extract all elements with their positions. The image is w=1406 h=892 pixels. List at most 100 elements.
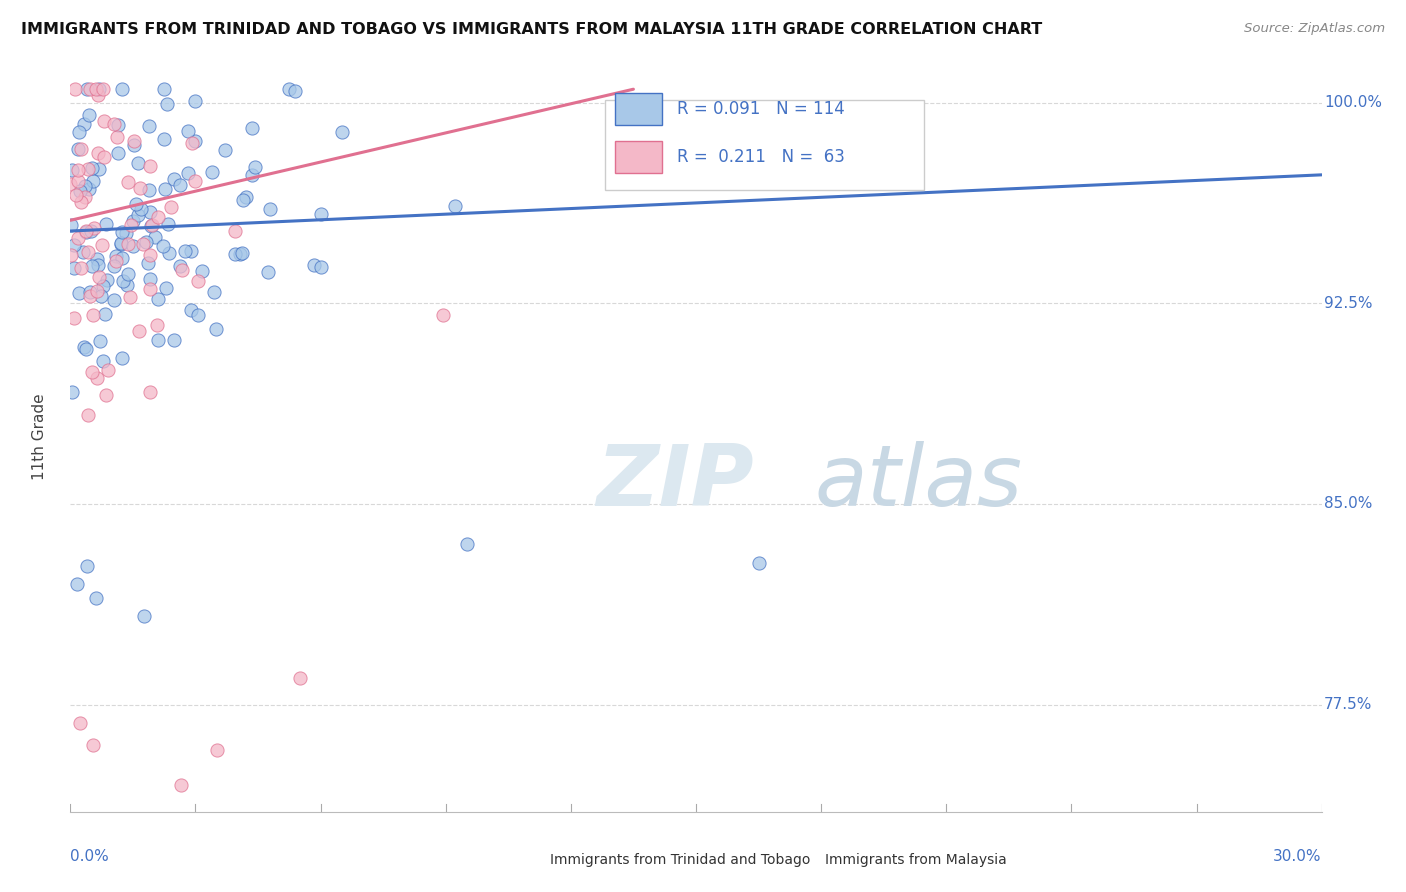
Point [79, 285, 101, 299]
Point [107, 118, 129, 132]
Point [180, 303, 202, 318]
Point [82, 308, 104, 322]
Point [63, 82, 86, 96]
Point [82, 259, 104, 273]
Point [146, 210, 169, 224]
Point [75, 342, 97, 356]
Point [73, 340, 96, 354]
Point [228, 247, 250, 261]
Point [138, 119, 160, 133]
Text: Source: ZipAtlas.com: Source: ZipAtlas.com [1244, 22, 1385, 36]
Point [284, 85, 307, 99]
Point [94, 388, 117, 402]
Point [111, 225, 134, 239]
Point [129, 202, 152, 216]
Point [76, 82, 98, 96]
Point [224, 247, 246, 261]
Point [157, 217, 180, 231]
Point [141, 218, 163, 232]
Point [157, 246, 180, 260]
Point [66, 231, 89, 245]
Point [79, 82, 101, 96]
Point [146, 293, 169, 307]
Point [135, 235, 157, 249]
Point [82, 738, 104, 752]
Point [73, 190, 96, 204]
Point [202, 285, 225, 300]
Point [67, 125, 90, 139]
Point [60, 384, 83, 399]
Point [748, 556, 770, 570]
Point [115, 277, 138, 292]
Point [94, 217, 117, 231]
Point [122, 214, 145, 228]
Point [91, 278, 114, 293]
Point [69, 142, 91, 156]
Point [73, 178, 96, 193]
Point [86, 371, 108, 385]
Point [111, 351, 134, 365]
Text: 11th Grade: 11th Grade [31, 393, 46, 481]
Point [87, 146, 110, 161]
Point [96, 273, 118, 287]
Point [76, 161, 98, 176]
Point [224, 224, 246, 238]
Point [163, 172, 186, 186]
Point [67, 162, 90, 177]
Point [111, 82, 134, 96]
Point [62, 237, 84, 252]
Text: 92.5%: 92.5% [1324, 296, 1372, 310]
Text: 100.0%: 100.0% [1324, 95, 1382, 110]
Point [117, 175, 139, 189]
Point [132, 236, 155, 251]
Point [67, 285, 90, 300]
Text: ZIP: ZIP [596, 441, 754, 524]
Point [125, 197, 148, 211]
Point [139, 272, 162, 286]
Point [240, 120, 263, 135]
Point [170, 263, 193, 277]
Point [86, 87, 108, 102]
Point [124, 137, 146, 152]
Point [59, 219, 82, 233]
Point [93, 150, 115, 164]
Text: 77.5%: 77.5% [1324, 698, 1372, 712]
Point [177, 124, 200, 138]
Point [66, 174, 89, 188]
Point [89, 334, 111, 348]
Point [77, 182, 100, 196]
Point [93, 307, 115, 321]
Point [76, 244, 98, 259]
Point [73, 117, 96, 131]
Point [63, 310, 86, 325]
Text: Immigrants from Malaysia: Immigrants from Malaysia [825, 853, 1007, 867]
Point [163, 334, 186, 348]
Point [184, 94, 207, 108]
Text: 0.0%: 0.0% [70, 849, 110, 864]
Point [127, 208, 149, 222]
Point [232, 193, 254, 207]
Point [205, 743, 228, 757]
Point [187, 274, 209, 288]
Point [152, 131, 174, 145]
Point [91, 354, 114, 368]
Point [79, 108, 101, 122]
Point [309, 260, 332, 275]
Text: R = 0.091   N = 114: R = 0.091 N = 114 [678, 100, 845, 118]
Point [76, 558, 98, 573]
Point [60, 163, 83, 178]
Point [205, 322, 228, 336]
Point [443, 199, 465, 213]
Point [136, 255, 159, 269]
Point [330, 125, 353, 139]
Text: 30.0%: 30.0% [1274, 849, 1322, 864]
Point [139, 204, 162, 219]
Point [110, 236, 132, 251]
Point [87, 82, 110, 96]
Point [110, 236, 132, 251]
Point [138, 183, 160, 197]
Point [87, 258, 110, 272]
Point [139, 219, 162, 233]
Point [240, 169, 263, 183]
Point [184, 134, 207, 148]
